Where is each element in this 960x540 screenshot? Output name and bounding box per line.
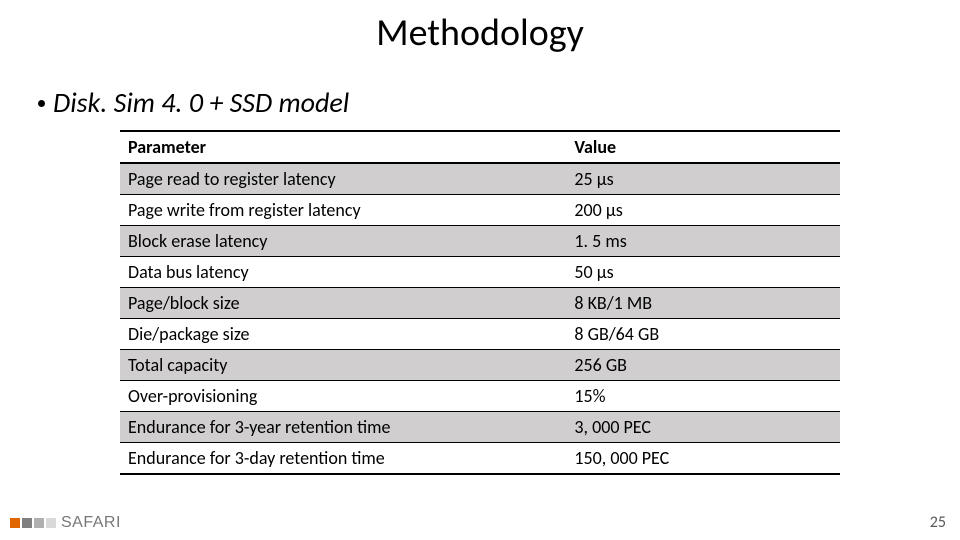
cell-parameter: Endurance for 3-year retention time: [120, 412, 566, 443]
table-row: Data bus latency50 μs: [120, 257, 840, 288]
brand-text: SAFARI: [61, 514, 121, 532]
parameters-table: Parameter Value Page read to register la…: [120, 130, 840, 475]
cell-parameter: Page read to register latency: [120, 163, 566, 195]
page-number: 25: [930, 513, 946, 532]
cell-parameter: Die/package size: [120, 319, 566, 350]
col-header-parameter: Parameter: [120, 131, 566, 163]
table-row: Total capacity256 GB: [120, 350, 840, 381]
cell-value: 256 GB: [566, 350, 840, 381]
brand-logo: SAFARI: [10, 514, 121, 532]
cell-parameter: Data bus latency: [120, 257, 566, 288]
slide-title: Methodology: [0, 10, 960, 56]
brand-square-icon: [10, 518, 20, 528]
cell-value: 1. 5 ms: [566, 226, 840, 257]
slide: Methodology Disk. Sim 4. 0 + SSD model P…: [0, 0, 960, 540]
brand-square-icon: [46, 518, 56, 528]
table-row: Endurance for 3-year retention time3, 00…: [120, 412, 840, 443]
cell-parameter: Page/block size: [120, 288, 566, 319]
brand-square-icon: [34, 518, 44, 528]
bullet-text: Disk. Sim 4. 0 + SSD model: [53, 85, 349, 120]
cell-value: 25 μs: [566, 163, 840, 195]
table-row: Block erase latency1. 5 ms: [120, 226, 840, 257]
cell-value: 200 μs: [566, 195, 840, 226]
cell-value: 150, 000 PEC: [566, 443, 840, 475]
cell-parameter: Page write from register latency: [120, 195, 566, 226]
cell-parameter: Block erase latency: [120, 226, 566, 257]
cell-value: 50 μs: [566, 257, 840, 288]
col-header-value: Value: [566, 131, 840, 163]
table-row: Endurance for 3-day retention time150, 0…: [120, 443, 840, 475]
table-row: Page read to register latency25 μs: [120, 163, 840, 195]
cell-value: 8 KB/1 MB: [566, 288, 840, 319]
table-row: Die/package size8 GB/64 GB: [120, 319, 840, 350]
cell-value: 8 GB/64 GB: [566, 319, 840, 350]
bullet-item: Disk. Sim 4. 0 + SSD model: [38, 85, 349, 120]
table-header-row: Parameter Value: [120, 131, 840, 163]
table-row: Page/block size8 KB/1 MB: [120, 288, 840, 319]
cell-parameter: Endurance for 3-day retention time: [120, 443, 566, 475]
cell-value: 15%: [566, 381, 840, 412]
table-row: Over-provisioning15%: [120, 381, 840, 412]
parameters-table-container: Parameter Value Page read to register la…: [120, 130, 840, 475]
cell-parameter: Over-provisioning: [120, 381, 566, 412]
brand-icon: [10, 518, 56, 528]
bullet-dot-icon: [38, 100, 45, 107]
brand-square-icon: [22, 518, 32, 528]
cell-value: 3, 000 PEC: [566, 412, 840, 443]
cell-parameter: Total capacity: [120, 350, 566, 381]
table-row: Page write from register latency200 μs: [120, 195, 840, 226]
